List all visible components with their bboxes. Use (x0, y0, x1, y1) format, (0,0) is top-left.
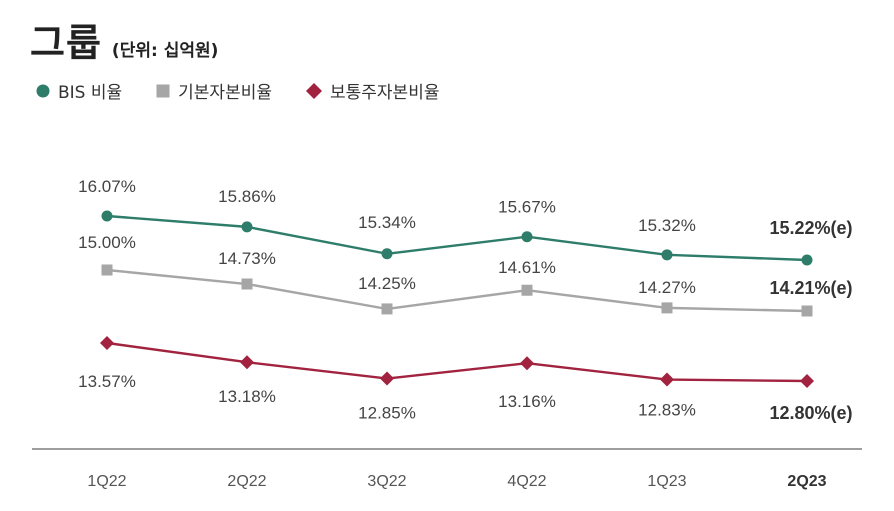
data-label-0-1Q23: 15.32% (638, 216, 696, 235)
data-point-cet1-2Q23 (800, 374, 814, 388)
data-label-1-1Q23: 14.27% (638, 278, 696, 297)
data-point-bis-1Q22 (101, 210, 113, 222)
data-label-2-4Q22: 13.16% (498, 392, 556, 411)
x-tick-label-4Q22: 4Q22 (507, 473, 546, 490)
data-label-1-2Q23: 14.21%(e) (769, 278, 852, 298)
x-tick-label-1Q22: 1Q22 (87, 473, 126, 490)
data-point-bis-1Q23 (661, 249, 673, 261)
data-point-cet1-1Q22 (100, 336, 114, 350)
data-point-tier1-1Q23 (661, 302, 673, 314)
data-point-cet1-4Q22 (520, 356, 534, 371)
data-point-tier1-2Q22 (241, 278, 253, 290)
x-tick-label-2Q23: 2Q23 (787, 473, 826, 490)
data-label-2-2Q22: 13.18% (218, 387, 276, 406)
series-line-2 (106, 341, 808, 383)
x-tick-label-3Q22: 3Q22 (367, 473, 406, 490)
legend-label-cet1: 보통주자본비율 (330, 83, 440, 103)
data-point-bis-3Q22 (381, 248, 393, 260)
x-tick-label-1Q23: 1Q23 (647, 473, 686, 490)
data-point-tier1-1Q22 (101, 264, 113, 276)
data-label-2-1Q23: 12.83% (638, 401, 696, 420)
data-label-0-3Q22: 15.34% (358, 213, 416, 232)
data-point-bis-4Q22 (521, 231, 533, 243)
data-point-cet1-2Q22 (240, 355, 254, 370)
unit-label: (단위: 십억원) (111, 41, 219, 61)
data-label-2-3Q22: 12.85% (358, 404, 416, 423)
data-point-cet1-1Q23 (660, 372, 674, 387)
data-point-bis-2Q23 (801, 254, 813, 266)
data-label-2-2Q23: 12.80%(e) (769, 403, 852, 423)
series-line-0 (106, 214, 808, 262)
chart-header: 그룹 (단위: 십억원) (30, 12, 218, 67)
legend-item-tier1: 기본자본비율 (156, 78, 272, 103)
data-label-1-3Q22: 14.25% (358, 274, 416, 293)
series-line-1 (106, 268, 808, 313)
data-label-1-1Q22: 15.00% (78, 233, 136, 252)
data-point-cet1-3Q22 (380, 371, 394, 386)
chart-title: 그룹 (30, 21, 102, 65)
x-tick-label-2Q22: 2Q22 (227, 473, 266, 490)
circle-marker-icon (36, 84, 50, 97)
data-label-0-1Q22: 16.07% (78, 177, 136, 196)
data-label-0-2Q23: 15.22%(e) (769, 218, 852, 238)
data-point-bis-2Q22 (241, 221, 253, 233)
legend-label-bis: BIS 비율 (58, 83, 123, 103)
legend-item-cet1: 보통주자본비율 (306, 78, 439, 103)
data-label-1-2Q22: 14.73% (218, 249, 276, 268)
data-label-2-1Q22: 13.57% (78, 372, 136, 391)
legend-label-tier1: 기본자본비율 (178, 83, 272, 103)
data-label-0-2Q22: 15.86% (218, 187, 276, 206)
data-point-tier1-4Q22 (521, 284, 533, 296)
data-point-tier1-2Q23 (801, 305, 813, 317)
diamond-marker-icon (306, 82, 322, 99)
data-point-tier1-3Q22 (381, 303, 393, 315)
legend-item-bis: BIS 비율 (36, 78, 122, 103)
square-marker-icon (156, 84, 170, 97)
data-label-0-4Q22: 15.67% (498, 198, 556, 217)
legend: BIS 비율 기본자본비율 보통주자본비율 (36, 78, 473, 103)
data-label-1-4Q22: 14.61% (498, 258, 556, 277)
